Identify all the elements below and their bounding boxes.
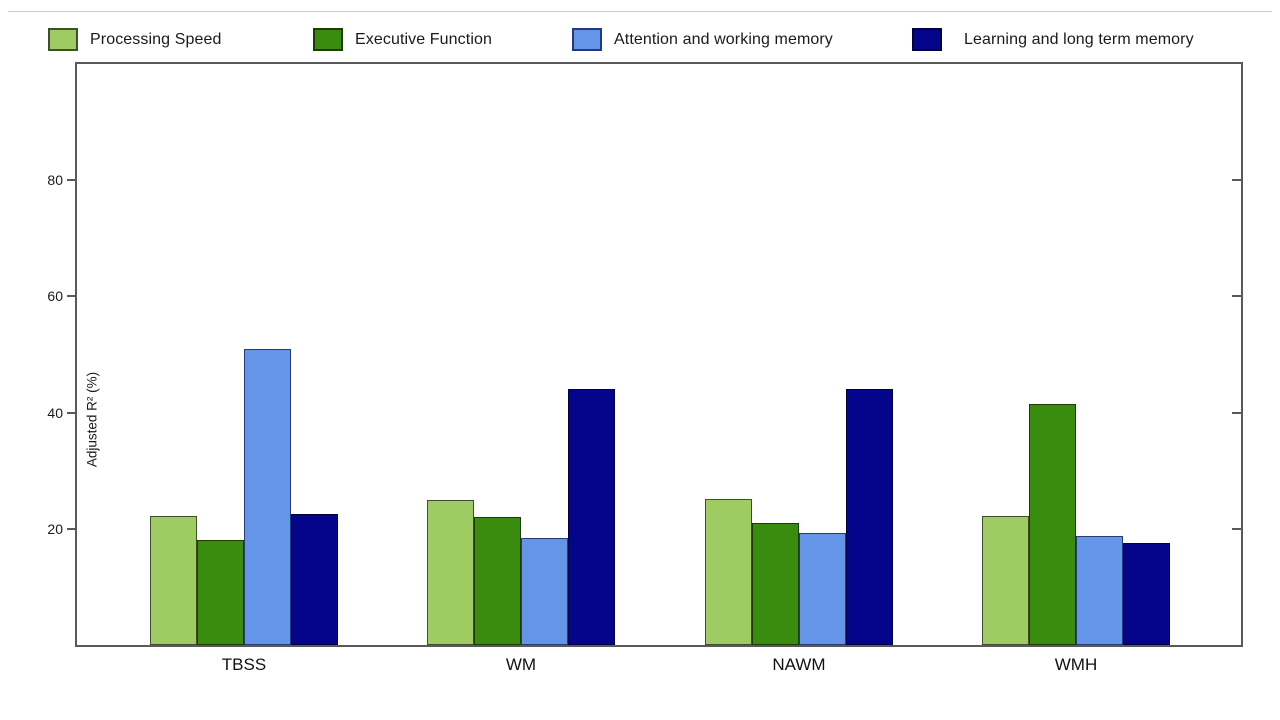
bar-tbss-processing-speed [150, 516, 197, 645]
y-axis-tick-right-80 [1232, 179, 1241, 182]
y-axis-tick-right-20 [1232, 527, 1241, 530]
y-axis-tick-label-20: 20 [47, 520, 63, 537]
bar-tbss-executive-function [197, 540, 244, 645]
bar-tbss-attention-and-working-memory [244, 348, 291, 645]
y-axis-tick-right-60 [1232, 295, 1241, 298]
bar-wmh-processing-speed [982, 516, 1029, 645]
y-axis-title: Adjusted R² (%) [84, 371, 100, 468]
y-axis-tick-left-60 [67, 295, 75, 298]
y-axis-tick-left-40 [67, 411, 75, 414]
y-axis-tick-right-40 [1232, 411, 1241, 414]
x-axis-label-nawm: NAWM [772, 655, 826, 674]
bar-wm-executive-function [474, 517, 521, 645]
y-axis-tick-left-80 [67, 179, 75, 182]
bar-tbss-learning-and-long-term-memory [291, 514, 338, 645]
figure-top-border [8, 11, 1272, 12]
bar-wm-processing-speed [427, 499, 474, 645]
legend: Processing Speed Executive Function Atte… [0, 0, 1280, 60]
bar-nawm-executive-function [752, 523, 799, 645]
bar-wmh-learning-and-long-term-memory [1123, 543, 1170, 645]
bar-nawm-learning-and-long-term-memory [846, 389, 893, 645]
bar-wmh-attention-and-working-memory [1076, 535, 1123, 645]
legend-item-attention-working-memory: Attention and working memory [572, 28, 833, 51]
y-axis-tick-left-20 [67, 527, 75, 530]
plot-area: Adjusted R² (%) 20 40 60 80 TBSS WM NAWM WMH [47, 62, 1243, 674]
legend-label-processing-speed: Processing Speed [90, 30, 222, 48]
x-axis-label-tbss: TBSS [221, 655, 267, 674]
bar-nawm-processing-speed [705, 499, 752, 645]
legend-swatch-executive-function [313, 28, 343, 51]
legend-label-attention-working-memory: Attention and working memory [614, 30, 833, 48]
x-axis-label-wm: WM [505, 655, 537, 674]
legend-label-learning-long-term-memory: Learning and long term memory [964, 30, 1194, 48]
bar-wm-learning-and-long-term-memory [568, 389, 615, 645]
bar-wm-attention-and-working-memory [521, 537, 568, 645]
legend-item-executive-function: Executive Function [313, 28, 492, 51]
bar-nawm-attention-and-working-memory [799, 533, 846, 645]
y-axis-tick-label-60: 60 [47, 288, 63, 305]
x-axis-label-wmh: WMH [1054, 655, 1098, 674]
y-axis-tick-label-40: 40 [47, 404, 63, 421]
legend-item-learning-long-term-memory: Learning and long term memory [912, 28, 1194, 51]
bar-wmh-executive-function [1029, 403, 1076, 645]
legend-swatch-learning-long-term-memory [912, 28, 942, 51]
y-axis-tick-label-80: 80 [47, 172, 63, 189]
legend-swatch-attention-working-memory [572, 28, 602, 51]
legend-swatch-processing-speed [48, 28, 78, 51]
legend-label-executive-function: Executive Function [355, 30, 492, 48]
legend-item-processing-speed: Processing Speed [48, 28, 221, 51]
